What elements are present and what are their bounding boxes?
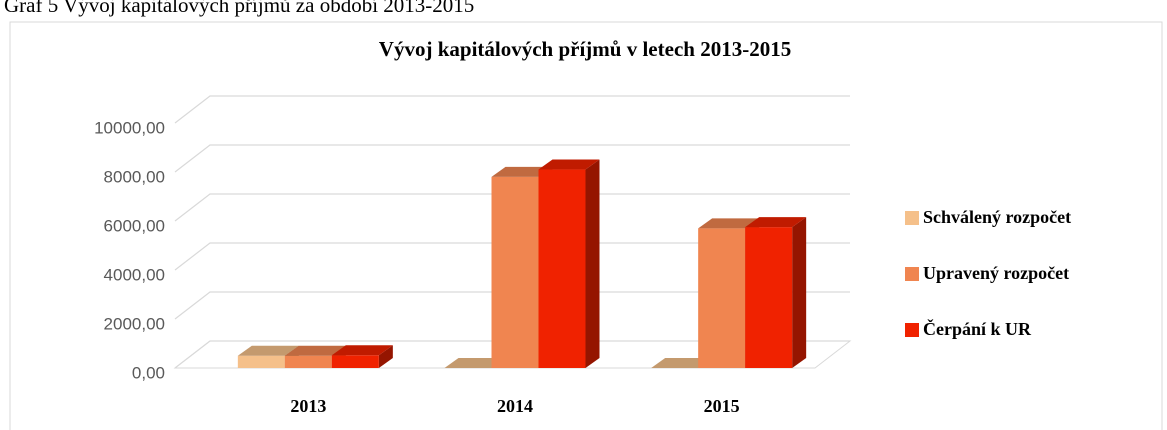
- bar-side: [792, 217, 807, 368]
- y-tick-label: 0,00: [132, 363, 165, 382]
- bar: [651, 358, 713, 368]
- bar-front: [237, 355, 285, 368]
- bar-top: [444, 358, 506, 368]
- legend-label: Čerpání k UR: [923, 318, 1032, 339]
- bar-front: [745, 227, 793, 368]
- bar: [538, 159, 600, 368]
- bar-front: [698, 228, 746, 368]
- grid-line: [174, 340, 850, 369]
- bar-top: [745, 217, 807, 228]
- bar: [331, 345, 393, 368]
- bar-top: [331, 345, 393, 356]
- grid-line: [174, 193, 850, 222]
- x-tick-label: 2015: [704, 396, 740, 416]
- y-tick-label: 4000,00: [104, 265, 165, 284]
- bar-top: [491, 166, 553, 177]
- chart-title: Vývoj kapitálových příjmů v letech 2013-…: [379, 37, 791, 61]
- x-tick-label: 2013: [290, 396, 326, 416]
- bar-top: [651, 358, 713, 368]
- grid-line: [174, 242, 850, 271]
- bar-top: [538, 159, 600, 170]
- bar-front: [538, 169, 586, 368]
- bar-front: [331, 355, 379, 368]
- y-tick-label: 8000,00: [104, 167, 165, 186]
- grid-line: [174, 95, 850, 124]
- legend-label: Upravený rozpočet: [923, 263, 1069, 283]
- bar-front: [284, 355, 332, 368]
- bar-front: [491, 176, 539, 368]
- grid-line: [174, 291, 850, 320]
- x-tick-label: 2014: [497, 396, 533, 416]
- bar: [444, 358, 506, 368]
- legend-swatch: [905, 267, 919, 281]
- bar-top: [237, 345, 299, 356]
- caption: Graf 5 Vývoj kapitálových příjmů za obdo…: [4, 0, 474, 17]
- bar-top: [698, 218, 760, 229]
- legend-swatch: [905, 323, 919, 337]
- y-tick-label: 10000,00: [94, 118, 165, 137]
- y-tick-label: 6000,00: [104, 216, 165, 235]
- bar-top: [284, 345, 346, 356]
- bar-side: [378, 345, 393, 368]
- legend-swatch: [905, 211, 919, 225]
- grid-line: [174, 144, 850, 173]
- legend-label: Schválený rozpočet: [923, 207, 1071, 227]
- y-tick-label: 2000,00: [104, 314, 165, 333]
- bar: [745, 217, 807, 368]
- bar-side: [585, 159, 600, 368]
